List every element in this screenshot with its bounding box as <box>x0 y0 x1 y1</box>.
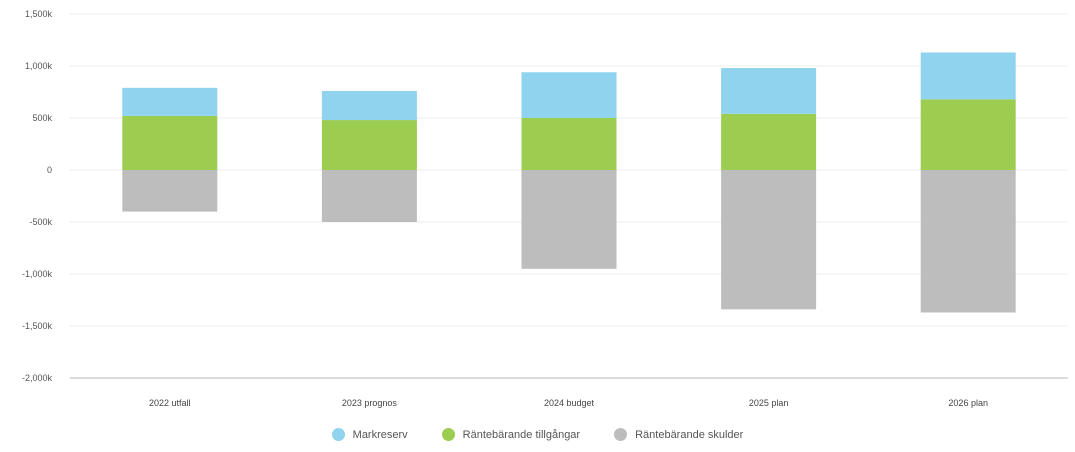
legend: Markreserv Räntebärande tillgångar Räntebä… <box>0 428 1075 441</box>
bar-segment <box>122 87 218 116</box>
legend-label: Räntebärande skulder <box>635 428 744 441</box>
y-axis-ticks: 1,500k 1,000k 500k 0 -500k -1,000k -1,500k -2,0… <box>22 9 53 383</box>
x-axis-ticks: 2022 utfall 2023 prognos 2024 budget 2025 p… <box>149 398 988 408</box>
y-tick-label: 1,000k <box>25 61 53 71</box>
legend-swatch <box>614 428 628 441</box>
legend-label: Markreserv <box>352 428 408 441</box>
stacked-bar-chart: 1,500k 1,000k 500k 0 -500k -1,000k -1,500k -2,0… <box>22 9 1068 408</box>
x-tick-label: 2026 plan <box>948 398 988 408</box>
bar-segment <box>721 68 817 114</box>
bars <box>122 52 1016 313</box>
legend-item: Räntebärande tillgångar <box>441 428 581 441</box>
bar-segment <box>521 72 617 118</box>
x-tick-label: 2023 prognos <box>342 398 398 408</box>
y-tick-label: 0 <box>47 165 52 175</box>
legend-swatch <box>441 428 455 441</box>
bar-segment <box>721 170 817 310</box>
y-tick-label: 500k <box>32 113 52 123</box>
bar-segment <box>321 170 417 222</box>
legend-item: Räntebärande skulder <box>614 428 743 441</box>
bar-segment <box>321 120 417 170</box>
y-tick-label: -500k <box>29 217 52 227</box>
y-tick-label: 1,500k <box>25 9 53 19</box>
bar-segment <box>521 118 617 170</box>
legend-label: Räntebärande tillgångar <box>462 428 581 441</box>
bar-segment <box>920 99 1016 170</box>
x-tick-label: 2025 plan <box>749 398 789 408</box>
y-tick-label: -1,000k <box>22 269 53 279</box>
legend-item: Markreserv <box>331 428 408 441</box>
bar-segment <box>122 115 218 170</box>
bar-segment <box>122 170 218 212</box>
y-tick-label: -1,500k <box>22 321 53 331</box>
y-tick-label: -2,000k <box>22 373 53 383</box>
bar-segment <box>721 113 817 170</box>
x-tick-label: 2024 budget <box>544 398 595 408</box>
x-tick-label: 2022 utfall <box>149 398 191 408</box>
bar-segment <box>521 170 617 269</box>
bar-segment <box>920 170 1016 313</box>
legend-swatch <box>331 428 345 441</box>
bar-segment <box>321 90 417 121</box>
bar-segment <box>920 52 1016 100</box>
